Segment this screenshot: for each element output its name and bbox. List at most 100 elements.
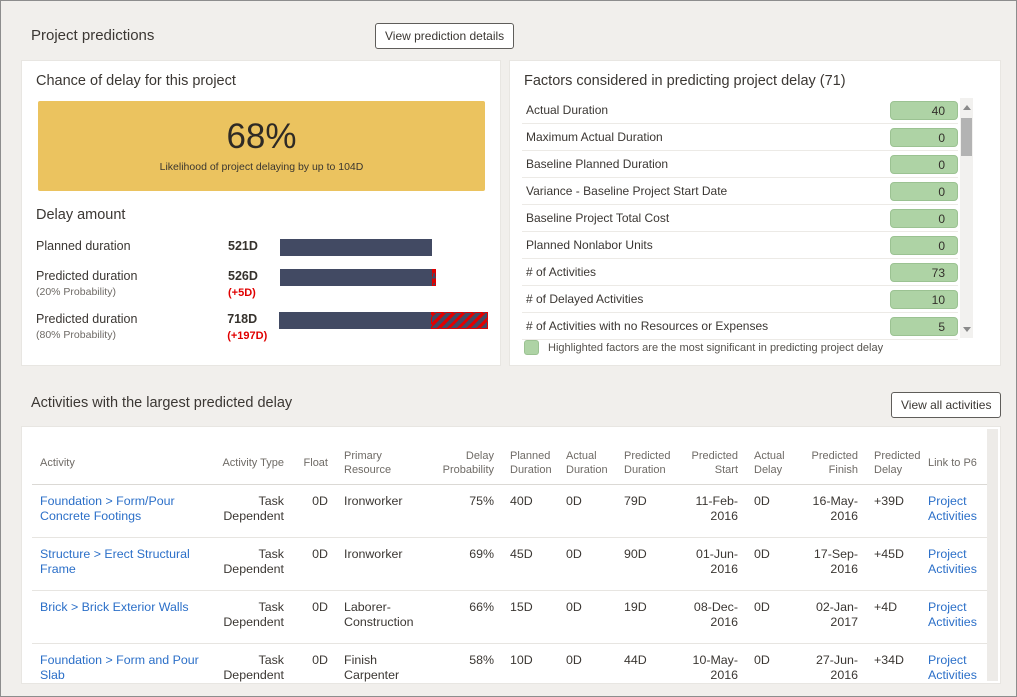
column-header[interactable]: Float (292, 443, 336, 485)
column-header[interactable]: Actual Duration (558, 443, 616, 485)
table-cell: 0D (558, 537, 616, 591)
column-header[interactable]: Predicted Delay (866, 443, 920, 485)
column-header[interactable]: Activity Type (214, 443, 292, 485)
activity-link[interactable]: Foundation > Form/Pour Concrete Footings (40, 493, 175, 524)
factor-row: Variance - Baseline Project Start Date 0 (522, 178, 958, 205)
activities-table-panel: Activity Activity Type Float Primary Resour… (21, 426, 1001, 696)
delay-chance-subtitle: Likelihood of project delaying by up to … (159, 161, 364, 173)
activity-link[interactable]: Structure > Erect Structural Frame (40, 546, 190, 577)
column-header[interactable]: Primary Resource (336, 443, 434, 485)
factor-label: # of Activities (526, 265, 597, 279)
table-cell: 0D (746, 537, 796, 591)
delay-bar-row: Planned duration 521D (36, 239, 488, 256)
factor-value-badge: 40 (890, 100, 958, 120)
table-cell: +34D (866, 643, 920, 696)
table-cell: Foundation > Form/Pour Concrete Footings (32, 484, 214, 538)
column-header[interactable]: Predicted Finish (796, 443, 866, 485)
factor-value-badge: 0 (890, 127, 958, 147)
table-cell: Project Activities (920, 484, 990, 538)
view-all-activities-button[interactable]: View all activities (891, 392, 1002, 418)
column-header[interactable]: Activity (32, 443, 214, 485)
factors-scrollbar[interactable] (960, 98, 973, 338)
factors-panel: Factors considered in predicting project… (509, 60, 1001, 366)
factor-row: Baseline Project Total Cost 0 (522, 205, 958, 232)
table-cell: Task Dependent (214, 537, 292, 591)
table-cell: 01-Jun-2016 (680, 537, 746, 591)
column-header[interactable]: Predicted Duration (616, 443, 680, 485)
table-cell: 79D (616, 484, 680, 538)
factor-row: Actual Duration 40 (522, 97, 958, 124)
table-cell: 0D (746, 590, 796, 644)
table-cell: Task Dependent (214, 590, 292, 644)
delay-bar-label: Predicted duration (36, 269, 138, 283)
column-header[interactable]: Link to P6 (920, 443, 990, 485)
factor-label: Baseline Planned Duration (526, 157, 669, 171)
column-header[interactable]: Delay Probability (434, 443, 502, 485)
table-row: Foundation > Form/Pour Concrete Footings… (32, 484, 990, 538)
column-header[interactable]: Predicted Start (680, 443, 746, 485)
delay-chance-percent: 68% (226, 117, 297, 156)
table-scrollbar[interactable] (987, 429, 998, 681)
table-cell: 10D (502, 643, 558, 696)
column-header[interactable]: Planned Duration (502, 443, 558, 485)
table-cell: 0D (746, 484, 796, 538)
delay-bar-delta: (+5D) (228, 287, 256, 299)
factors-list: Actual Duration 40 Maximum Actual Duration… (522, 97, 958, 340)
column-header[interactable]: Actual Delay (746, 443, 796, 485)
table-cell: 66% (434, 590, 502, 644)
legend-text: Highlighted factors are the most signifi… (548, 341, 884, 354)
factor-value-badge: 0 (890, 208, 958, 228)
bar-planned-segment (279, 312, 431, 329)
factor-label: # of Activities with no Resources or Exp… (526, 319, 769, 333)
delay-bar-values: 526D (+5D) (228, 269, 280, 299)
table-cell: 58% (434, 643, 502, 696)
project-activities-link[interactable]: Project Activities (928, 652, 977, 683)
scroll-up-button[interactable] (960, 100, 973, 114)
chance-of-delay-panel: Chance of delay for this project 68% Lik… (21, 60, 501, 366)
delay-bar-labels: Predicted duration (20% Probability) (36, 269, 228, 298)
project-activities-link[interactable]: Project Activities (928, 599, 977, 630)
table-row: Structure > Erect Structural Frame Task D… (32, 537, 990, 591)
table-cell: 69% (434, 537, 502, 591)
activity-link[interactable]: Foundation > Form and Pour Slab (40, 652, 199, 683)
table-cell: 0D (746, 643, 796, 696)
scrollbar-thumb[interactable] (961, 118, 972, 156)
table-row: Foundation > Form and Pour Slab Task Depe… (32, 643, 990, 696)
table-cell: 11-Feb-2016 (680, 484, 746, 538)
table-cell: Foundation > Form and Pour Slab (32, 643, 214, 696)
table-cell: 0D (292, 643, 336, 696)
delay-bar-values: 521D (228, 239, 280, 254)
table-cell: Ironworker (336, 484, 434, 538)
activities-section-title: Activities with the largest predicted de… (31, 395, 293, 411)
delay-amount-bars: Planned duration 521D Predicted duration (2… (36, 239, 488, 355)
table-cell: 44D (616, 643, 680, 696)
table-cell: 15D (502, 590, 558, 644)
factor-label: Actual Duration (526, 103, 609, 117)
table-cell: 0D (558, 484, 616, 538)
triangle-up-icon (962, 104, 971, 110)
bar-delay-segment (431, 312, 488, 329)
delay-bar (280, 269, 436, 286)
delay-bar-values: 718D (+197D) (227, 312, 279, 342)
delay-bar-delta: (+197D) (227, 330, 268, 342)
triangle-down-icon (962, 326, 971, 332)
delay-bar-labels: Predicted duration (80% Probability) (36, 312, 227, 341)
table-cell: 0D (558, 590, 616, 644)
project-activities-link[interactable]: Project Activities (928, 546, 977, 577)
factor-value-badge: 10 (890, 289, 958, 309)
table-cell: 0D (292, 537, 336, 591)
factor-row: # of Activities 73 (522, 259, 958, 286)
table-cell: 16-May-2016 (796, 484, 866, 538)
delay-bar-value: 718D (227, 312, 258, 326)
activity-link[interactable]: Brick > Brick Exterior Walls (40, 599, 189, 614)
factor-label: Variance - Baseline Project Start Date (526, 184, 728, 198)
delay-bar-labels: Planned duration (36, 239, 228, 254)
table-cell: Project Activities (920, 590, 990, 644)
delay-bar-label: Predicted duration (36, 312, 138, 326)
view-prediction-details-button[interactable]: View prediction details (375, 23, 515, 49)
project-activities-link[interactable]: Project Activities (928, 493, 977, 524)
scroll-down-button[interactable] (960, 322, 973, 336)
table-cell: 17-Sep-2016 (796, 537, 866, 591)
table-cell: +39D (866, 484, 920, 538)
